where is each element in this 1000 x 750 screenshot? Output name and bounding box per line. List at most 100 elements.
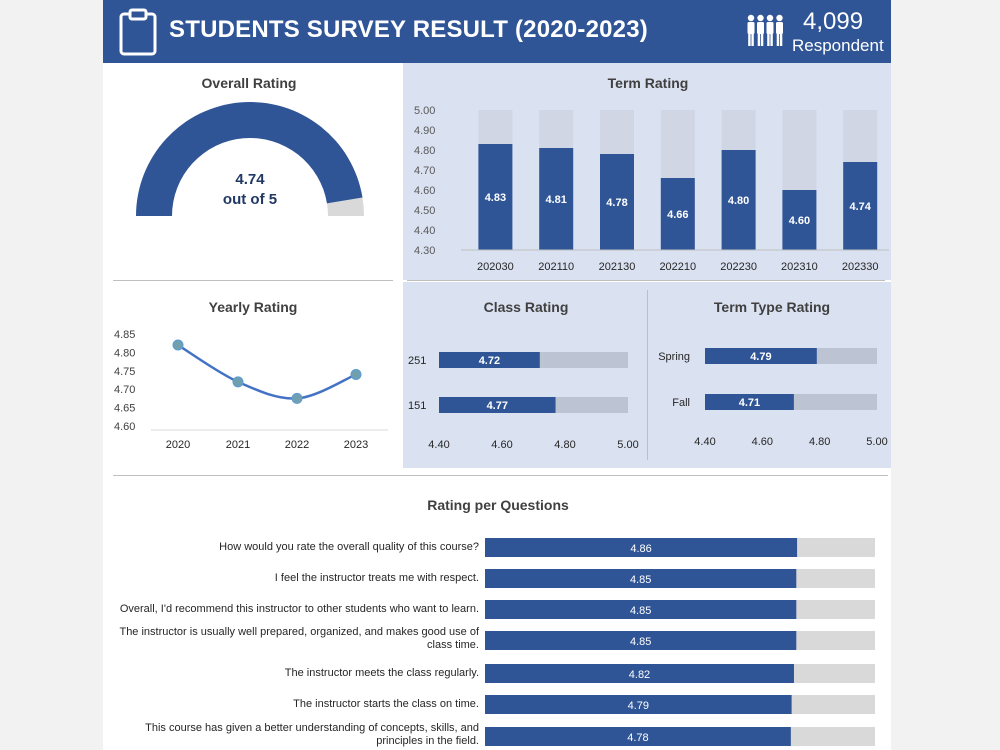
gauge-fill: [136, 102, 363, 216]
divider: [113, 280, 393, 281]
data-point: [291, 392, 303, 404]
bar: [485, 695, 792, 714]
bar: [539, 148, 574, 250]
x-tick-label: 202310: [781, 261, 818, 273]
bar: [485, 727, 791, 746]
bar-value-label: 4.79: [628, 700, 649, 712]
category-label: Spring: [658, 351, 690, 363]
category-label: 151: [408, 400, 426, 412]
x-tick-label: 202130: [599, 261, 636, 273]
y-tick-label: 4.30: [414, 245, 435, 257]
y-tick-label: 4.60: [114, 421, 135, 433]
category-label: Fall: [672, 397, 690, 409]
y-tick-label: 4.70: [414, 165, 435, 177]
x-tick-label: 5.00: [866, 436, 887, 448]
questions-rating-chart: 4.86 4.85 4.85 4.85 4.82 4.79 4.78: [485, 538, 875, 746]
overall-rating-title: Overall Rating: [201, 75, 297, 91]
yearly-rating-title: Yearly Rating: [208, 299, 298, 315]
bar: [478, 144, 513, 250]
bar-value-label: 4.82: [629, 669, 650, 681]
x-tick-label: 2022: [285, 439, 309, 451]
bar-value-label: 4.85: [630, 605, 651, 617]
bar-value-label: 4.77: [487, 400, 508, 412]
term-rating-title: Term Rating: [607, 75, 689, 91]
x-tick-label: 2021: [226, 439, 250, 451]
bar: [721, 150, 756, 250]
class-rating-chart: 4.72 251 4.77 151 4.40 4.60 4.80 5.00: [408, 352, 639, 451]
x-tick-label: 202210: [659, 261, 696, 273]
people-icon: [747, 14, 783, 46]
bar-value-label: 4.60: [789, 215, 810, 227]
clipboard-icon: [119, 8, 157, 56]
y-tick-label: 4.80: [414, 145, 435, 157]
y-tick-label: 4.80: [114, 347, 135, 359]
bar: [600, 154, 634, 250]
bar-value-label: 4.85: [630, 636, 651, 648]
gauge-sub-label: out of 5: [223, 191, 277, 208]
x-tick-label: 2023: [344, 439, 368, 451]
y-tick-label: 4.85: [114, 329, 135, 341]
y-tick-label: 4.60: [414, 185, 435, 197]
bar-value-label: 4.86: [630, 543, 651, 555]
y-tick-label: 4.75: [114, 366, 135, 378]
page-title: STUDENTS SURVEY RESULT (2020-2023): [169, 16, 648, 43]
bar: [485, 569, 797, 588]
x-tick-label: 4.80: [809, 436, 830, 448]
x-tick-label: 202110: [538, 261, 574, 273]
y-tick-label: 5.00: [414, 105, 435, 117]
series-line: [177, 343, 357, 400]
data-point: [232, 376, 244, 388]
bar-value-label: 4.78: [606, 197, 627, 209]
x-tick-label: 4.80: [554, 439, 575, 451]
bar: [843, 162, 878, 250]
questions-rating-title: Rating per Questions: [427, 497, 569, 513]
x-tick-label: 4.40: [428, 439, 449, 451]
respondent-label: Respondent: [792, 36, 884, 55]
x-tick-label: 202330: [842, 261, 879, 273]
overall-rating-gauge: 4.74 out of 5: [136, 102, 364, 216]
bar: [439, 397, 556, 413]
divider: [407, 280, 885, 281]
x-tick-label: 4.40: [694, 436, 715, 448]
bar: [485, 600, 797, 619]
x-tick-label: 202030: [477, 261, 514, 273]
question-label: How would you rate the overall quality o…: [219, 541, 479, 553]
category-label: 251: [408, 355, 426, 367]
bar: [782, 190, 817, 250]
question-label: The instructor starts the class on time.: [293, 698, 479, 710]
bar: [485, 631, 797, 650]
yearly-rating-chart: 4.85 4.80 4.75 4.70 4.65 4.60 2020 2021 2022 2023: [114, 329, 388, 451]
divider: [647, 290, 648, 460]
term-type-rating-title: Term Type Rating: [713, 299, 831, 315]
question-label: The instructor is usually well prepared,…: [119, 626, 479, 651]
data-point: [172, 339, 184, 351]
bar: [485, 538, 798, 557]
dashboard: STUDENTS SURVEY RESULT (2020-2023) 4,099…: [103, 0, 891, 750]
bar: [660, 178, 695, 250]
bar-value-label: 4.81: [545, 194, 566, 206]
x-tick-label: 202230: [720, 261, 757, 273]
x-tick-label: 5.00: [617, 439, 638, 451]
x-tick-label: 2020: [166, 439, 190, 451]
bar-value-label: 4.85: [630, 574, 651, 586]
bar-value-label: 4.83: [485, 192, 506, 204]
divider: [113, 475, 888, 476]
respondent-count: 4,099: [803, 8, 864, 35]
bar-value-label: 4.79: [750, 351, 771, 363]
y-tick-label: 4.50: [414, 205, 435, 217]
question-label: The instructor meets the class regularly…: [284, 667, 479, 679]
bar-value-label: 4.78: [627, 732, 648, 744]
bar-value-label: 4.66: [667, 209, 688, 221]
term-rating-chart: 5.00 4.90 4.80 4.70 4.60 4.50 4.40 4.30 4.83 2020…: [414, 105, 889, 273]
bar-value-label: 4.80: [728, 195, 749, 207]
y-tick-label: 4.65: [114, 403, 135, 415]
y-tick-label: 4.90: [414, 125, 435, 137]
bar-value-label: 4.72: [479, 355, 500, 367]
question-label: I feel the instructor treats me with res…: [274, 572, 479, 584]
question-label: Overall, I'd recommend this instructor t…: [119, 603, 479, 615]
y-tick-label: 4.40: [414, 225, 435, 237]
bar-value-label: 4.74: [849, 201, 871, 213]
bar: [705, 348, 817, 364]
term-type-rating-chart: 4.79 Spring 4.71 Fall 4.40 4.60 4.80 5.00: [658, 348, 888, 448]
data-point: [350, 368, 362, 380]
